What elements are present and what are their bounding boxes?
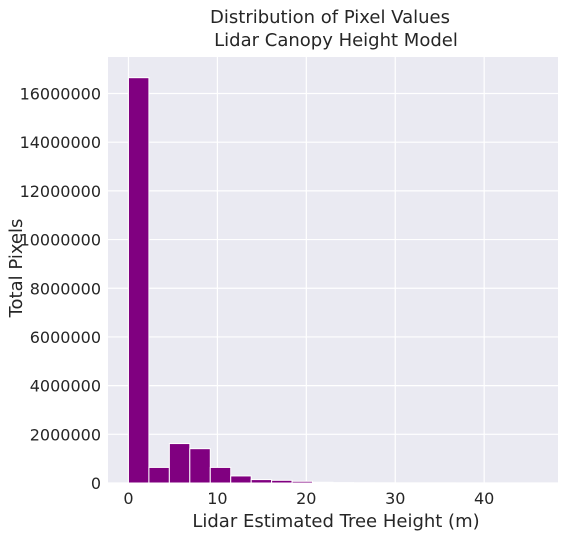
y-tick-label: 4000000 — [30, 377, 101, 396]
x-tick-label: 30 — [385, 489, 405, 508]
histogram-bar — [230, 475, 252, 484]
y-tick-label: 12000000 — [20, 182, 101, 201]
histogram-bar — [291, 480, 314, 484]
x-tick-label: 40 — [474, 489, 494, 508]
chart-title-line-2: Lidar Canopy Height Model — [214, 30, 458, 51]
plot-area — [108, 57, 558, 483]
histogram-bar — [209, 466, 232, 484]
x-tick-label: 10 — [207, 489, 227, 508]
y-tick-label: 2000000 — [30, 425, 101, 444]
y-axis-ticks: 0 2000000 4000000 6000000 8000000 10000000 120… — [20, 85, 101, 493]
histogram-bar — [189, 448, 211, 484]
x-axis-ticks: 0 10 20 30 40 — [123, 489, 494, 508]
y-tick-label: 16000000 — [20, 85, 101, 104]
y-axis-label: Total Pixels — [6, 219, 27, 319]
histogram-bars — [127, 77, 539, 484]
histogram-bar — [312, 481, 334, 484]
x-tick-label: 0 — [123, 489, 133, 508]
x-tick-label: 20 — [296, 489, 316, 508]
histogram-bar — [127, 77, 150, 484]
y-tick-label: 10000000 — [20, 231, 101, 250]
y-tick-label: 6000000 — [30, 328, 101, 347]
histogram-bar — [168, 443, 191, 484]
chart-title-line-1: Distribution of Pixel Values — [210, 7, 450, 28]
y-tick-label: 0 — [91, 474, 101, 493]
histogram-bar — [148, 466, 170, 484]
histogram-bar — [271, 479, 293, 484]
y-tick-label: 14000000 — [20, 133, 101, 152]
histogram-bar — [250, 479, 273, 484]
y-tick-label: 8000000 — [30, 279, 101, 298]
x-axis-label: Lidar Estimated Tree Height (m) — [192, 511, 479, 532]
